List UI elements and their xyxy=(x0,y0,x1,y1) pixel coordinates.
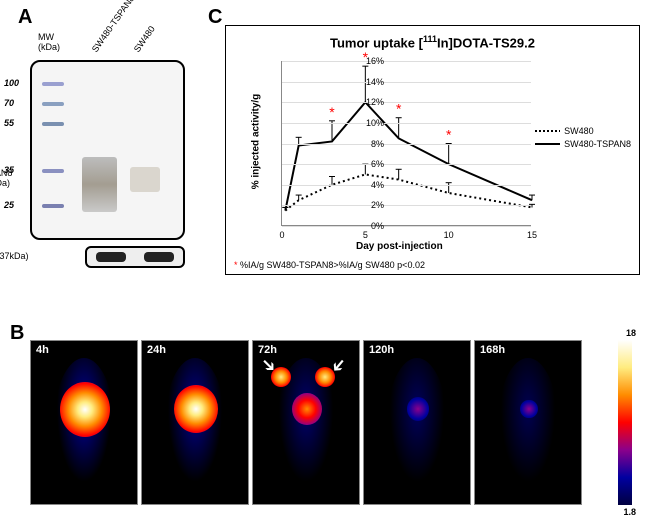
footnote-text: %IA/g SW480-TSPAN8>%IA/g SW480 p<0.02 xyxy=(240,260,425,270)
ladder-band xyxy=(42,82,64,86)
blot-header: MW (kDa) SW480-TSPAN8 SW480 xyxy=(30,10,200,60)
y-tick: 8% xyxy=(354,139,384,149)
x-tick: 0 xyxy=(279,230,284,240)
svg-text:*: * xyxy=(446,127,452,143)
ladder-band xyxy=(42,169,64,173)
chart-title: Tumor uptake [111In]DOTA-TS29.2 xyxy=(226,26,639,50)
chart-plot-area: **** 051015 xyxy=(281,61,531,226)
lane-label-1: SW480-TSPAN8 xyxy=(90,0,137,54)
ladder-band xyxy=(42,204,64,208)
ladder-band xyxy=(42,122,64,126)
gapdh-band-1 xyxy=(96,252,126,262)
gapdh-band-2 xyxy=(144,252,174,262)
colorbar-min: 1.8 xyxy=(623,507,636,517)
title-post: In]DOTA-TS29.2 xyxy=(437,35,535,50)
spect-frame-72h: 72h➔➔ xyxy=(252,340,360,505)
spect-time-label: 24h xyxy=(147,344,166,356)
x-tick: 10 xyxy=(444,230,454,240)
legend-sw480: SW480 xyxy=(535,126,631,136)
y-tick: 10% xyxy=(354,118,384,128)
x-axis-label: Day post-injection xyxy=(356,241,443,252)
y-tick: 6% xyxy=(354,159,384,169)
title-sup: 111 xyxy=(423,34,437,44)
lane-label-2: SW480 xyxy=(132,24,157,54)
footnote-star: * xyxy=(234,260,238,270)
spect-hotspot xyxy=(60,382,110,437)
mw-label: MW (kDa) xyxy=(38,32,60,52)
chart-legend: SW480 SW480-TSPAN8 xyxy=(535,126,631,152)
blot-membrane xyxy=(30,60,185,240)
mw-tick: 35 xyxy=(4,165,14,175)
mw-tick: 55 xyxy=(4,118,14,128)
spect-frame-24h: 24h xyxy=(141,340,249,505)
svg-text:*: * xyxy=(329,104,335,120)
x-tick: 15 xyxy=(527,230,537,240)
mw-tick: 25 xyxy=(4,200,14,210)
panel-a-western-blot: MW (kDa) SW480-TSPAN8 SW480 TSPAN8 (32kD… xyxy=(30,10,200,268)
panel-c-chart: Tumor uptake [111In]DOTA-TS29.2 % inject… xyxy=(225,25,640,275)
gapdh-label: GAPDH (37kDa) xyxy=(0,251,29,261)
gapdh-blot xyxy=(85,246,185,268)
spect-frame-120h: 120h xyxy=(363,340,471,505)
spect-hotspot xyxy=(520,400,537,418)
y-tick: 12% xyxy=(354,97,384,107)
spect-frame-168h: 168h xyxy=(474,340,582,505)
tspan8-smear-lane1 xyxy=(82,157,117,212)
spect-body xyxy=(387,358,447,488)
legend-label-tspan8: SW480-TSPAN8 xyxy=(564,139,631,149)
mw-tick: 100 xyxy=(4,78,19,88)
y-tick: 16% xyxy=(354,56,384,66)
ladder-band xyxy=(42,102,64,106)
y-axis-label: % injected activity/g xyxy=(250,94,261,190)
spect-body xyxy=(498,358,558,488)
y-tick: 14% xyxy=(354,77,384,87)
spect-time-label: 4h xyxy=(36,344,49,356)
legend-label-sw480: SW480 xyxy=(564,126,594,136)
title-pre: Tumor uptake [ xyxy=(330,35,423,50)
spect-hotspot xyxy=(407,397,429,421)
tspan8-smear-lane2 xyxy=(130,167,160,192)
panel-label-b: B xyxy=(10,322,24,345)
spect-hotspot xyxy=(292,393,322,426)
panel-label-c: C xyxy=(208,6,222,29)
legend-tspan8: SW480-TSPAN8 xyxy=(535,139,631,149)
spect-time-label: 120h xyxy=(369,344,394,356)
panel-b-spect-images: 4h 24h 72h➔➔ 120h 168h xyxy=(30,340,582,505)
spect-time-label: 168h xyxy=(480,344,505,356)
spect-frame-4h: 4h xyxy=(30,340,138,505)
colorbar: 18 1.8 xyxy=(618,340,632,505)
chart-footnote: * %IA/g SW480-TSPAN8>%IA/g SW480 p<0.02 xyxy=(234,260,425,270)
spect-hotspot xyxy=(174,385,218,433)
x-tick: 5 xyxy=(363,230,368,240)
y-tick: 2% xyxy=(354,200,384,210)
colorbar-max: 18 xyxy=(626,328,636,338)
mw-tick: 70 xyxy=(4,98,14,108)
y-tick: 0% xyxy=(354,221,384,231)
y-tick: 4% xyxy=(354,180,384,190)
